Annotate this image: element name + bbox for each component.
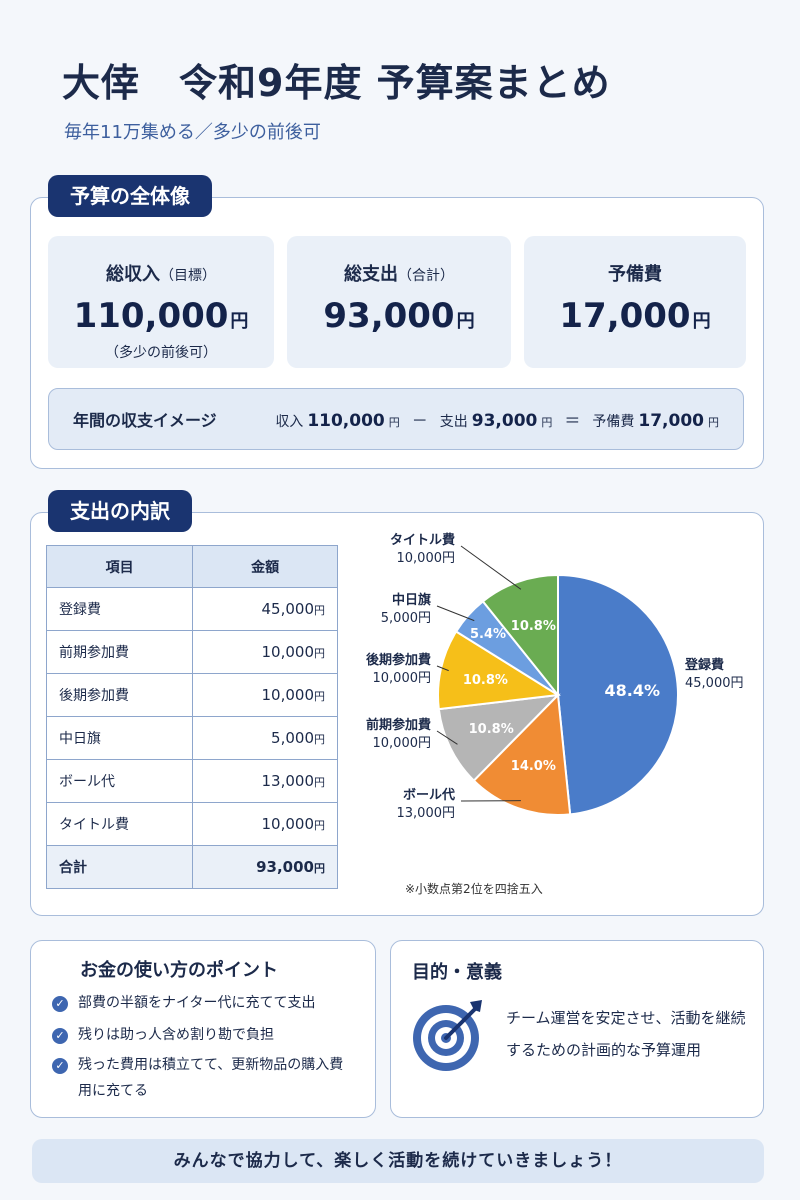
- balance-equation: 収入 110,000 円 － 支出 93,000 円 ＝ 予備費 17,000 円: [275, 407, 719, 431]
- pie-percent-label: 10.8%: [469, 722, 514, 737]
- table-header-item: 項目: [45, 545, 194, 588]
- pie-percent-label: 5.4%: [470, 627, 506, 642]
- flow-income-label: 収入: [275, 414, 304, 430]
- table-row: タイトル費 10,000円: [45, 802, 338, 846]
- footer-message: みんなで協力して、楽しく活動を続けていきましょう！: [32, 1139, 764, 1183]
- pie-amount-label: 10,000円: [373, 736, 432, 751]
- leader-line: [436, 730, 458, 745]
- leader-line: [460, 545, 522, 590]
- minus-sign: －: [411, 411, 428, 430]
- pie-amount-label: 5,000円: [381, 611, 431, 626]
- rounding-note: ※小数点第2位を四捨五入: [405, 882, 543, 896]
- check-icon: ✓: [52, 996, 68, 1012]
- purpose-text: チーム運営を安定させ、活動を継続するための計画的な予算運用: [506, 1009, 746, 1059]
- pie-chart-svg: 48.4% 登録費 45,000円 14.0% ボール代 13,000円 10.8% 前期参加…: [366, 532, 744, 821]
- total-income-value: 110,000: [73, 296, 229, 336]
- total-income-label: 総収入: [106, 264, 160, 285]
- yen-unit: 円: [456, 311, 475, 332]
- purpose-title: 目的・意義: [412, 962, 502, 983]
- table-row: 前期参加費 10,000円: [45, 630, 338, 674]
- pie-category-label: 登録費: [684, 657, 724, 673]
- expense-table: 項目 金額 登録費 45,000円 前期参加費 10,000円 後期参加費 10,00…: [45, 545, 338, 889]
- pie-slice: [472, 692, 572, 816]
- flow-reserve-label: 予備費: [592, 414, 635, 430]
- page-subtitle: 毎年11万集める／多少の前後可: [64, 122, 321, 143]
- target-icon: [410, 996, 488, 1074]
- point-item: ✓ 部費の半額をナイター代に充てて支出: [52, 994, 352, 1016]
- pie-amount-label: 13,000円: [397, 806, 456, 821]
- total-expense-value: 93,000: [323, 296, 455, 336]
- reserve-label: 予備費: [608, 264, 662, 285]
- leader-line: [436, 605, 475, 622]
- pie-category-label: 前期参加費: [366, 717, 431, 733]
- total-income-card: 総収入（目標） 110,000 円 （多少の前後可）: [48, 236, 274, 368]
- reserve-card: 予備費 17,000 円: [524, 236, 746, 368]
- flow-expense-label: 支出: [439, 414, 468, 430]
- pie-percent-label: 14.0%: [511, 759, 556, 774]
- table-header-amount: 金額: [192, 545, 338, 588]
- flow-reserve-value: 17,000: [638, 411, 704, 431]
- total-income-label-sub: （目標）: [160, 268, 216, 284]
- table-total-row: 合計 93,000円: [45, 845, 338, 889]
- table-row: 登録費 45,000円: [45, 587, 338, 631]
- total-expense-card: 総支出（合計） 93,000 円: [287, 236, 511, 368]
- pie-percent-label: 10.8%: [511, 619, 556, 634]
- point-item: ✓ 残った費用は積立てて、更新物品の購入費用に充てる: [52, 1056, 352, 1104]
- pie-category-label: タイトル費: [390, 532, 455, 548]
- pie-slice: [437, 630, 561, 711]
- equals-sign: ＝: [564, 411, 581, 430]
- pie-category-label: ボール代: [403, 787, 455, 803]
- expense-pie-chart: 48.4% 登録費 45,000円 14.0% ボール代 13,000円 10.8% 前期参加…: [355, 525, 765, 855]
- pie-slice: [481, 573, 559, 698]
- total-income-note: （多少の前後可）: [105, 345, 217, 361]
- check-icon: ✓: [52, 1028, 68, 1044]
- pie-category-label: 後期参加費: [366, 652, 431, 668]
- leader-line: [436, 665, 449, 672]
- pie-category-label: 中日旗: [392, 592, 431, 608]
- pie-amount-label: 10,000円: [373, 671, 432, 686]
- yen-unit: 円: [230, 311, 249, 332]
- page-title: 大倖 令和9年度 予算案まとめ: [62, 61, 611, 105]
- pie-slice: [557, 573, 679, 816]
- overview-section-label: 予算の全体像: [48, 175, 212, 217]
- table-row: ボール代 13,000円: [45, 759, 338, 803]
- pie-percent-label: 48.4%: [605, 681, 661, 700]
- yen-unit: 円: [692, 311, 711, 332]
- points-section: [30, 940, 376, 1118]
- flow-income-value: 110,000: [307, 411, 385, 431]
- point-item: ✓ 残りは助っ人含め割り勘で負担: [52, 1026, 352, 1048]
- balance-flow-label: 年間の収支イメージ: [73, 411, 217, 430]
- table-row: 後期参加費 10,000円: [45, 673, 338, 717]
- balance-flow-bar: 年間の収支イメージ 収入 110,000 円 － 支出 93,000 円 ＝ 予備費…: [48, 388, 744, 450]
- reserve-value: 17,000: [559, 296, 691, 336]
- pie-slice: [437, 693, 561, 782]
- pie-percent-label: 10.8%: [463, 673, 508, 688]
- check-icon: ✓: [52, 1058, 68, 1074]
- total-expense-label: 総支出: [344, 264, 398, 285]
- pie-amount-label: 45,000円: [685, 676, 744, 691]
- total-expense-label-sub: （合計）: [398, 268, 454, 284]
- breakdown-section-label: 支出の内訳: [48, 490, 192, 532]
- table-row: 中日旗 5,000円: [45, 716, 338, 760]
- points-title: お金の使い方のポイント: [80, 960, 278, 981]
- flow-expense-value: 93,000: [471, 411, 538, 431]
- pie-amount-label: 10,000円: [397, 551, 456, 566]
